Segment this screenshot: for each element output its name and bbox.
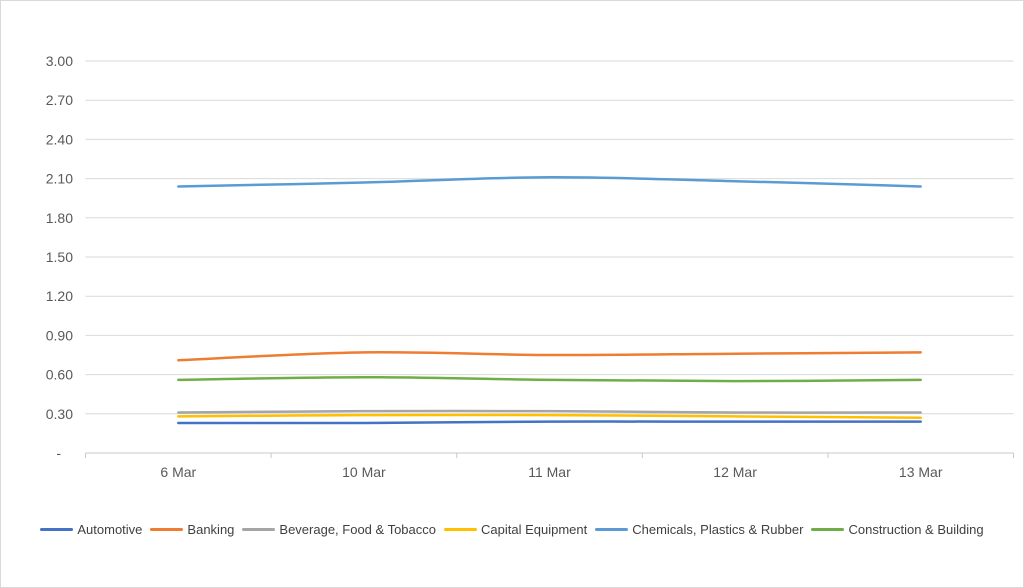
y-axis-label: 2.40: [46, 131, 73, 147]
legend-marker-icon: [811, 528, 845, 531]
series-line-capital-equipment: [177, 413, 922, 419]
legend-marker-icon: [595, 528, 629, 531]
legend-label: Beverage, Food & Tobacco: [279, 522, 436, 537]
series-line-automotive: [177, 420, 922, 425]
legend-marker-icon: [242, 528, 276, 531]
x-axis-label: 12 Mar: [713, 464, 757, 480]
legend-marker-icon: [150, 528, 184, 531]
legend-item-capital-equipment: Capital Equipment: [444, 522, 587, 537]
series-line-chemicals-plastics-rubber: [177, 176, 922, 188]
legend-item-beverage-food-tobacco: Beverage, Food & Tobacco: [242, 522, 436, 537]
y-axis-label: 1.50: [46, 249, 73, 265]
legend-label: Chemicals, Plastics & Rubber: [632, 522, 804, 537]
y-axis-label: 2.70: [46, 92, 73, 108]
y-axis-label: 0.60: [46, 367, 73, 383]
legend-item-chemicals-plastics-rubber: Chemicals, Plastics & Rubber: [595, 522, 803, 537]
y-axis-label: 0.30: [46, 406, 73, 422]
series-line-banking: [177, 350, 922, 362]
y-axis-label: -: [56, 445, 61, 461]
legend-label: Capital Equipment: [481, 522, 588, 537]
y-axis-label: 1.80: [46, 210, 73, 226]
legend-item-banking: Banking: [150, 522, 234, 537]
x-axis-label: 10 Mar: [342, 464, 386, 480]
legend-label: Construction & Building: [848, 522, 984, 537]
y-axis-label: 3.00: [46, 53, 73, 69]
legend-item-automotive: Automotive: [40, 522, 142, 537]
y-axis-label: 2.10: [46, 171, 73, 187]
legend-marker-icon: [40, 528, 74, 531]
legend-label: Automotive: [77, 522, 143, 537]
legend-label: Banking: [187, 522, 235, 537]
y-axis-label: 1.20: [46, 288, 73, 304]
x-axis-label: 6 Mar: [160, 464, 196, 480]
legend: Automotive Banking Beverage, Food & Tobacc…: [1, 522, 1023, 537]
legend-marker-icon: [444, 528, 477, 531]
series-line-beverage-food-tobacco: [177, 409, 922, 414]
x-axis-label: 13 Mar: [899, 464, 943, 480]
legend-item-construction-building: Construction & Building: [811, 522, 984, 537]
series-line-construction-building: [177, 375, 922, 383]
y-axis-label: 0.90: [46, 327, 73, 343]
x-axis-label: 11 Mar: [528, 464, 571, 480]
